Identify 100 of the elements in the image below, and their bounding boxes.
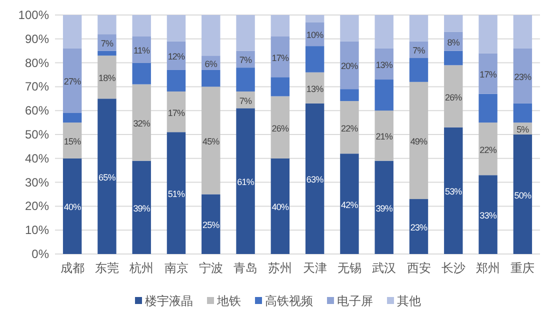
bar <box>62 48 82 113</box>
y-tick-label: 20% <box>24 199 50 214</box>
data-label: 40% <box>64 202 82 212</box>
y-tick-label: 30% <box>24 175 50 190</box>
data-label: 10% <box>306 30 324 40</box>
x-tick-label: 西安 <box>406 261 431 275</box>
data-label: 21% <box>376 132 393 142</box>
bar <box>166 91 186 132</box>
bar <box>98 56 116 99</box>
data-label: 13% <box>376 60 393 70</box>
bar <box>98 15 116 34</box>
bar <box>444 127 463 254</box>
data-label: 45% <box>202 136 220 146</box>
bar <box>305 103 324 254</box>
data-label: 7% <box>412 46 426 56</box>
bar <box>340 41 359 90</box>
data-label: 49% <box>410 136 428 146</box>
bar <box>270 158 290 254</box>
bar <box>409 15 428 42</box>
x-tick-label: 郑州 <box>476 261 500 275</box>
bar <box>444 15 463 32</box>
bar <box>166 132 186 254</box>
x-tick-label: 武汉 <box>372 261 396 275</box>
data-label: 27% <box>64 76 82 87</box>
data-label: 25% <box>202 220 220 230</box>
data-label: 26% <box>272 123 289 134</box>
data-label: 26% <box>444 92 462 102</box>
data-label: 18% <box>98 73 116 84</box>
x-tick-label: 成都 <box>60 261 84 275</box>
bar <box>62 15 82 48</box>
bar <box>374 15 394 48</box>
x-tick-label: 长沙 <box>441 261 466 275</box>
bar <box>202 194 220 254</box>
bar <box>444 50 463 66</box>
data-label: 39% <box>133 203 150 214</box>
x-tick-label: 青岛 <box>234 261 258 275</box>
bar <box>478 94 498 123</box>
bar <box>132 62 151 84</box>
bar <box>374 110 394 161</box>
y-tick-label: 70% <box>24 80 50 94</box>
bar <box>409 82 428 200</box>
data-label: 40% <box>272 202 289 212</box>
x-tick-label: 杭州 <box>128 261 154 275</box>
bar <box>444 65 463 128</box>
data-label: 33% <box>480 210 497 221</box>
bar <box>98 50 116 56</box>
y-tick-label: 10% <box>24 223 50 238</box>
bar <box>270 77 290 96</box>
x-tick-label: 天津 <box>302 261 327 275</box>
bar <box>513 15 532 48</box>
bar <box>478 53 498 94</box>
data-label: 17% <box>272 52 289 63</box>
data-label: 42% <box>341 200 358 210</box>
data-label: 7% <box>100 38 114 48</box>
legend-label: 高铁视频 <box>265 294 313 308</box>
data-label: 39% <box>376 203 393 214</box>
bar <box>478 122 498 176</box>
bar <box>513 103 532 123</box>
bar <box>340 101 359 154</box>
bar <box>305 15 324 22</box>
bar <box>513 134 532 254</box>
x-tick-label: 南京 <box>164 261 188 275</box>
bar <box>409 199 428 254</box>
bar <box>236 68 255 92</box>
bar <box>98 98 116 254</box>
data-label: 53% <box>444 186 462 197</box>
bar <box>478 15 498 54</box>
bar <box>374 160 394 254</box>
bar <box>340 89 359 102</box>
bar <box>236 108 255 254</box>
bar <box>62 112 82 123</box>
x-tick-label: 东莞 <box>94 261 119 275</box>
bar <box>132 15 151 37</box>
bar <box>374 80 394 111</box>
data-label: 22% <box>341 123 358 134</box>
data-label: 22% <box>480 144 497 155</box>
bar <box>340 15 359 42</box>
data-label: 32% <box>133 118 150 129</box>
data-label: 50% <box>514 190 532 200</box>
data-label: 11% <box>134 46 150 56</box>
bar <box>478 175 498 254</box>
bar <box>166 70 186 92</box>
data-label: 7% <box>239 55 252 66</box>
x-tick-label: 无锡 <box>337 261 362 275</box>
data-label: 61% <box>237 177 254 188</box>
x-tick-label: 宁波 <box>198 261 223 275</box>
data-label: 23% <box>410 222 428 233</box>
data-label: 12% <box>168 52 186 62</box>
bar <box>513 48 532 104</box>
legend-label: 电子屏 <box>337 294 373 308</box>
bar <box>236 15 255 51</box>
y-tick-label: 80% <box>24 56 50 70</box>
y-tick-label: 40% <box>24 151 50 166</box>
data-label: 17% <box>480 70 497 80</box>
bar <box>202 70 220 87</box>
bar <box>305 46 324 72</box>
bar <box>270 36 290 78</box>
bar <box>202 86 220 194</box>
bar <box>62 158 82 254</box>
y-tick-label: 90% <box>24 32 50 46</box>
